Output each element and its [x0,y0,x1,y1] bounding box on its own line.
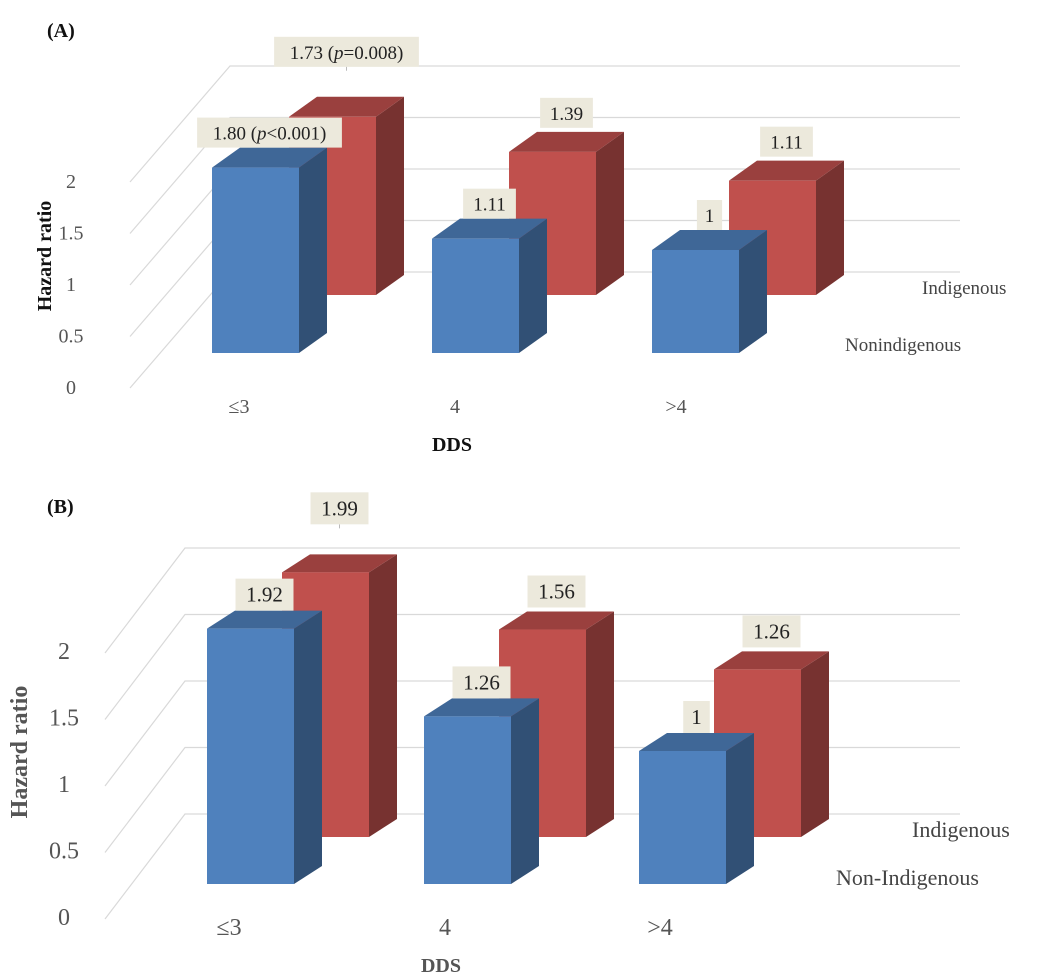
bar-b-front-0 [207,610,322,884]
gridline-b-2 [104,680,960,787]
svg-text:1: 1 [705,206,715,227]
y-tick-a-3: 1.5 [59,223,84,245]
data-label-a-back-2: 1.11 [760,126,813,157]
svg-text:1.11: 1.11 [770,133,803,154]
y-tick-b-0: 0 [58,905,70,931]
y-tick-a-2: 1 [66,274,76,296]
y-axis-title-b: Hazard ratio [7,686,33,819]
series-label-a-front: Nonindigenous [845,335,961,356]
x-tick-b-0: ≤3 [216,915,241,941]
svg-text:1.92: 1.92 [246,583,283,607]
data-label-a-front-2: 1 [696,200,723,230]
bar-a-front-1 [432,218,547,353]
svg-text:1.80 (p<0.001): 1.80 (p<0.001) [213,124,327,145]
series-label-b-front: Non-Indigenous [836,865,979,890]
svg-text:1.73 (p=0.008): 1.73 (p=0.008) [290,43,404,64]
data-label-b-back-0: 1.99 [310,492,369,529]
data-label-b-front-2: 1 [683,701,710,733]
y-tick-b-4: 2 [58,639,70,665]
gridline-b-4 [104,547,960,654]
panel-label-b: (B) [47,496,74,518]
svg-text:1.56: 1.56 [538,580,575,604]
y-tick-b-3: 1.5 [49,706,79,732]
svg-text:1: 1 [691,705,702,729]
data-label-b-front-1: 1.26 [452,666,511,699]
data-label-b-back-2: 1.26 [742,615,801,648]
series-label-b-back: Indigenous [912,817,1010,842]
svg-text:1.11: 1.11 [473,195,506,216]
data-label-a-back-1: 1.39 [540,97,593,128]
bar-b-front-1 [424,698,539,884]
x-tick-b-1: 4 [439,915,451,941]
gridline-a-3 [129,116,960,234]
svg-text:1.39: 1.39 [550,104,583,125]
gridline-a-4 [129,65,960,183]
y-tick-b-1: 0.5 [49,839,79,865]
x-tick-a-1: 4 [450,396,460,418]
gridline-b-3 [104,613,960,720]
y-tick-a-1: 0.5 [59,326,84,348]
panel-label-a: (A) [47,20,75,42]
series-label-a-back: Indigenous [922,278,1006,299]
y-tick-a-0: 0 [66,377,76,399]
data-label-b-back-1: 1.56 [527,575,586,608]
data-label-a-front-0: 1.80 (p<0.001) [197,117,342,148]
data-label-a-front-1: 1.11 [463,188,516,219]
svg-text:1.26: 1.26 [753,619,790,643]
bar-b-front-2 [639,733,754,884]
x-axis-title-b: DDS [421,955,461,976]
y-tick-b-2: 1 [58,772,70,798]
x-tick-a-2: >4 [665,396,686,418]
bar-a-front-0 [212,147,327,353]
svg-text:1.99: 1.99 [321,496,358,520]
x-tick-a-0: ≤3 [229,396,250,418]
y-tick-a-4: 2 [66,171,76,193]
data-label-b-front-0: 1.92 [235,578,294,611]
bar-a-front-2 [652,230,767,353]
x-axis-title-a: DDS [432,434,472,456]
data-label-a-back-0: 1.73 (p=0.008) [274,36,419,71]
svg-text:1.26: 1.26 [463,670,500,694]
y-axis-title-a: Hazard ratio [34,201,56,312]
x-tick-b-2: >4 [647,915,673,941]
